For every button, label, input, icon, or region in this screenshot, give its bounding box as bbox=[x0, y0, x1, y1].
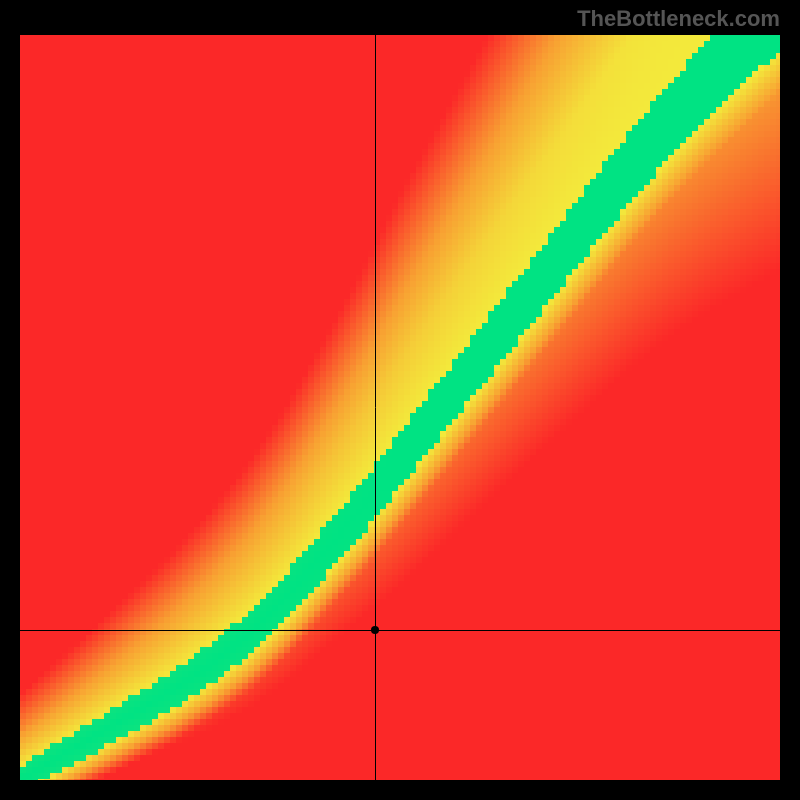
heatmap-plot bbox=[20, 35, 780, 780]
heatmap-canvas bbox=[20, 35, 780, 780]
chart-frame: TheBottleneck.com bbox=[0, 0, 800, 800]
watermark-text: TheBottleneck.com bbox=[577, 6, 780, 32]
